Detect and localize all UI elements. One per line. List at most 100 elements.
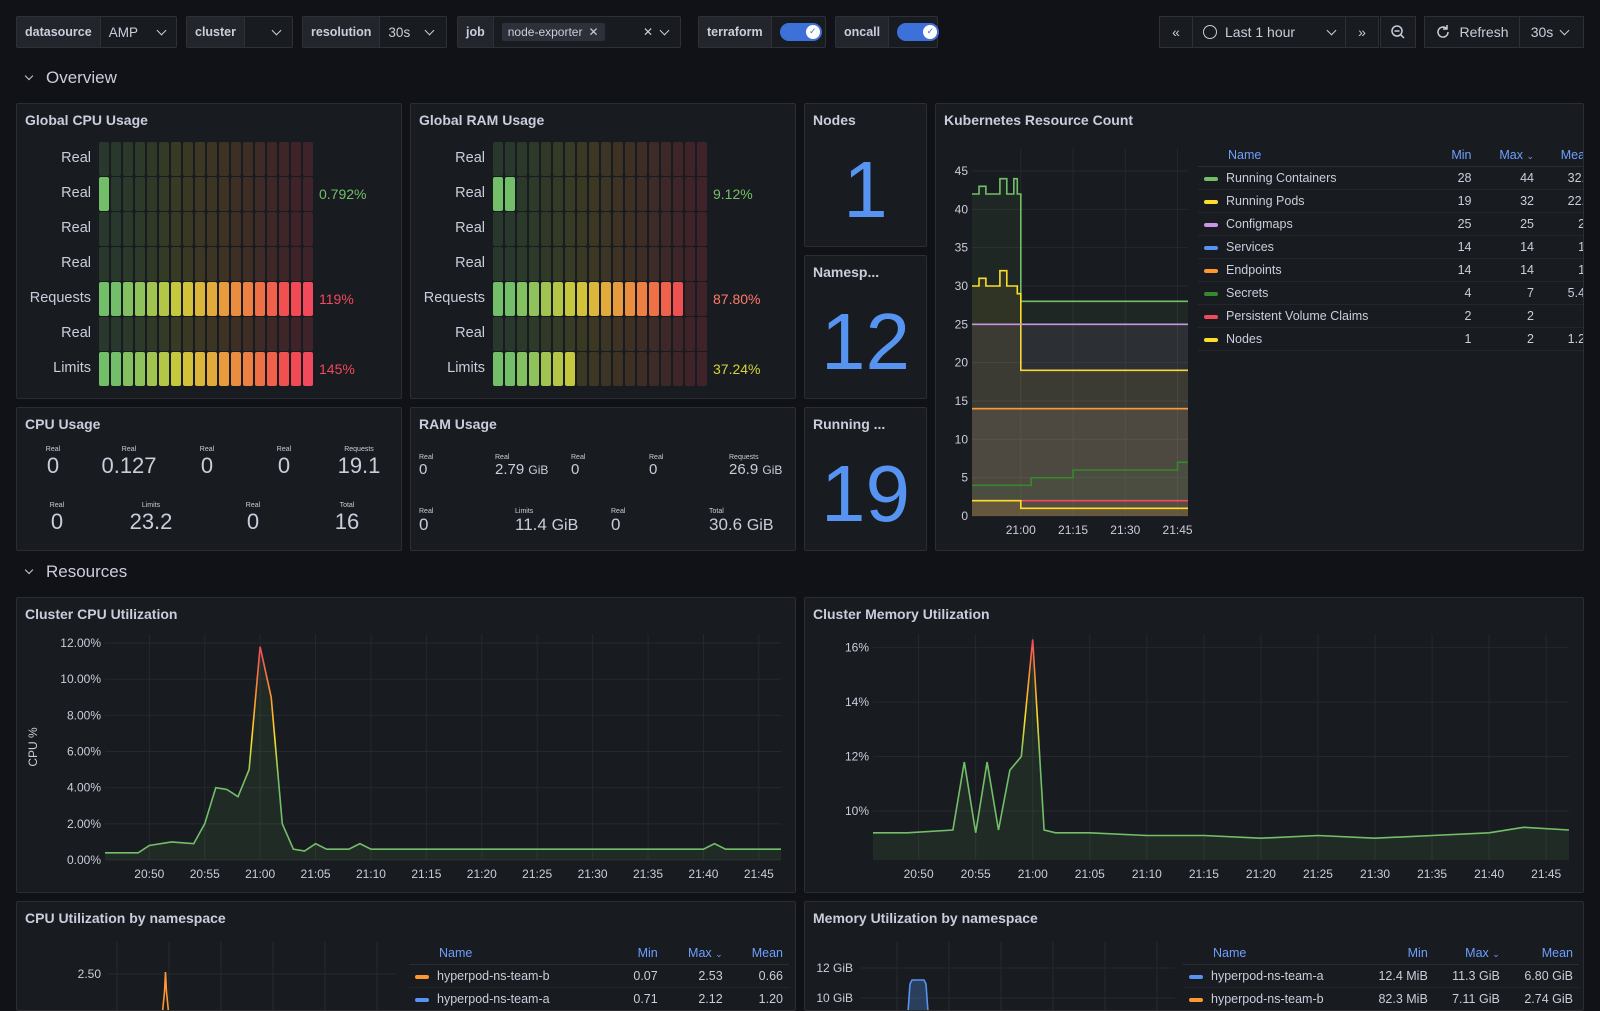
legend-header-mean[interactable]: Mean: [1505, 942, 1579, 965]
legend-header-max-label: Max: [688, 946, 712, 960]
stat-label: Real: [199, 446, 215, 453]
clear-icon[interactable]: ✕: [642, 25, 653, 39]
legend-header-max[interactable]: Max ⌄: [1477, 144, 1540, 167]
legend-min: 12.4 MiB: [1359, 964, 1434, 988]
refresh-interval-select[interactable]: 30s: [1519, 16, 1584, 48]
cluster-mem-panel: Cluster Memory Utilization 20:50 20:55 21:…: [804, 597, 1584, 893]
terraform-variable[interactable]: terraform ✓: [698, 16, 826, 48]
legend-header-max[interactable]: Max ⌄: [1433, 942, 1506, 965]
stat-number: 0: [611, 515, 621, 534]
legend-row[interactable]: Services141414: [1198, 235, 1583, 259]
time-picker-button[interactable]: Last 1 hour: [1192, 16, 1346, 48]
gauge-cell: [673, 352, 683, 386]
gauge-cell: [183, 282, 193, 316]
oncall-variable[interactable]: oncall ✓: [835, 16, 940, 48]
legend-header-name[interactable]: Name: [1183, 942, 1360, 965]
y-tick-label: 0: [961, 509, 968, 523]
legend-row[interactable]: Nodes 121.27: [1198, 327, 1583, 351]
legend-min: 25: [1434, 212, 1478, 236]
sort-desc-icon: ⌄: [715, 949, 723, 959]
legend-min: 82.3 MiB: [1359, 987, 1434, 1010]
gauge-cell: [303, 212, 313, 246]
legend-min: 4: [1434, 281, 1478, 305]
gauge-cell: [517, 247, 527, 281]
cluster-select[interactable]: [245, 17, 292, 47]
legend-row[interactable]: Secrets 475.45: [1198, 281, 1583, 305]
gauge-cell: [601, 177, 611, 211]
gauge-cell: [243, 317, 253, 351]
legend-header-name[interactable]: Name: [409, 942, 614, 965]
stat-label: Real: [649, 454, 664, 461]
legend-mean: 14: [1539, 258, 1583, 282]
y-tick-label: 0.00%: [67, 853, 101, 867]
legend-header-min[interactable]: Min: [613, 942, 664, 965]
gauge-cell: [649, 352, 659, 386]
remove-chip-icon[interactable]: ✕: [588, 25, 599, 39]
x-tick-label: 21:10: [356, 867, 386, 881]
legend-header-max-label: Max: [1465, 946, 1489, 960]
gauge-bar: [99, 247, 313, 281]
gauge-cell: [565, 212, 575, 246]
time-forward-button[interactable]: »: [1345, 16, 1379, 48]
gauge-cell: [219, 142, 229, 176]
gauge-cell: [601, 352, 611, 386]
gauge-bar: [493, 177, 707, 211]
gauge-cell: [111, 212, 121, 246]
legend-row[interactable]: hyperpod-ns-team-a 12.4 MiB 11.3 GiB 6.80 G…: [1183, 964, 1579, 988]
gauge-value: 119%: [319, 291, 354, 307]
gauge-cell: [195, 212, 205, 246]
gauge-cell: [135, 317, 145, 351]
gauge-cell: [625, 212, 635, 246]
resolution-label: resolution: [303, 17, 381, 47]
legend-header-min[interactable]: Min: [1359, 942, 1434, 965]
resolution-variable[interactable]: resolution 30s: [302, 16, 447, 48]
datasource-select[interactable]: AMP: [101, 17, 177, 47]
legend-max: 7: [1477, 281, 1540, 305]
resolution-select[interactable]: 30s: [380, 17, 445, 47]
job-variable[interactable]: job node-exporter ✕ ✕: [457, 16, 681, 48]
datasource-variable[interactable]: datasource AMP: [16, 16, 177, 48]
stat-item: Limits 23.2: [121, 502, 181, 535]
gauge-cell: [517, 142, 527, 176]
gauge-cell: [183, 177, 193, 211]
gauge-cell: [303, 247, 313, 281]
angle-double-right-icon: »: [1358, 24, 1366, 40]
cluster-variable[interactable]: cluster: [186, 16, 293, 48]
gauge-label: Real: [61, 220, 91, 236]
legend-row[interactable]: hyperpod-ns-team-a 0.71 2.12 1.20: [409, 987, 789, 1010]
legend-row[interactable]: Persistent Volume Claims222: [1198, 304, 1583, 328]
terraform-toggle[interactable]: ✓: [779, 23, 822, 41]
stat-value: 0: [611, 515, 620, 534]
stat-label: Real: [419, 454, 434, 461]
legend-max: 25: [1477, 212, 1540, 236]
legend-row[interactable]: Configmaps252525: [1198, 212, 1583, 236]
row-overview[interactable]: Overview: [16, 68, 117, 88]
zoom-out-button[interactable]: [1380, 16, 1416, 48]
y-tick-label: 35: [955, 241, 969, 255]
row-resources[interactable]: Resources: [16, 562, 127, 582]
gauge-cell: [493, 212, 503, 246]
oncall-toggle[interactable]: ✓: [897, 23, 940, 41]
legend-header-max[interactable]: Max ⌄: [663, 942, 729, 965]
stat-item: Real 0: [27, 502, 87, 535]
y-tick-label: 5: [961, 471, 968, 485]
legend-header-mean[interactable]: Mean: [728, 942, 789, 965]
legend-row[interactable]: hyperpod-ns-team-b 82.3 MiB 7.11 GiB 2.74 G…: [1183, 987, 1579, 1010]
legend-header-name[interactable]: Name: [1198, 144, 1435, 167]
series-area: [873, 639, 1569, 860]
refresh-button[interactable]: Refresh: [1424, 16, 1520, 48]
legend-header-mean[interactable]: Mean: [1539, 144, 1583, 167]
legend-header-min[interactable]: Min: [1434, 144, 1478, 167]
job-select[interactable]: node-exporter ✕ ✕: [494, 17, 680, 47]
gauge-cell: [685, 282, 695, 316]
namespaces-panel: Namesp... 12: [804, 255, 927, 399]
legend-row[interactable]: hyperpod-ns-team-b 0.07 2.53 0.66: [409, 964, 789, 988]
time-back-button[interactable]: «: [1159, 16, 1193, 48]
gauge-cell: [685, 177, 695, 211]
gauge-cell: [601, 212, 611, 246]
legend-row[interactable]: Endpoints141414: [1198, 258, 1583, 282]
stat-item: Real 0: [23, 446, 83, 479]
job-chip: node-exporter ✕: [501, 23, 605, 41]
